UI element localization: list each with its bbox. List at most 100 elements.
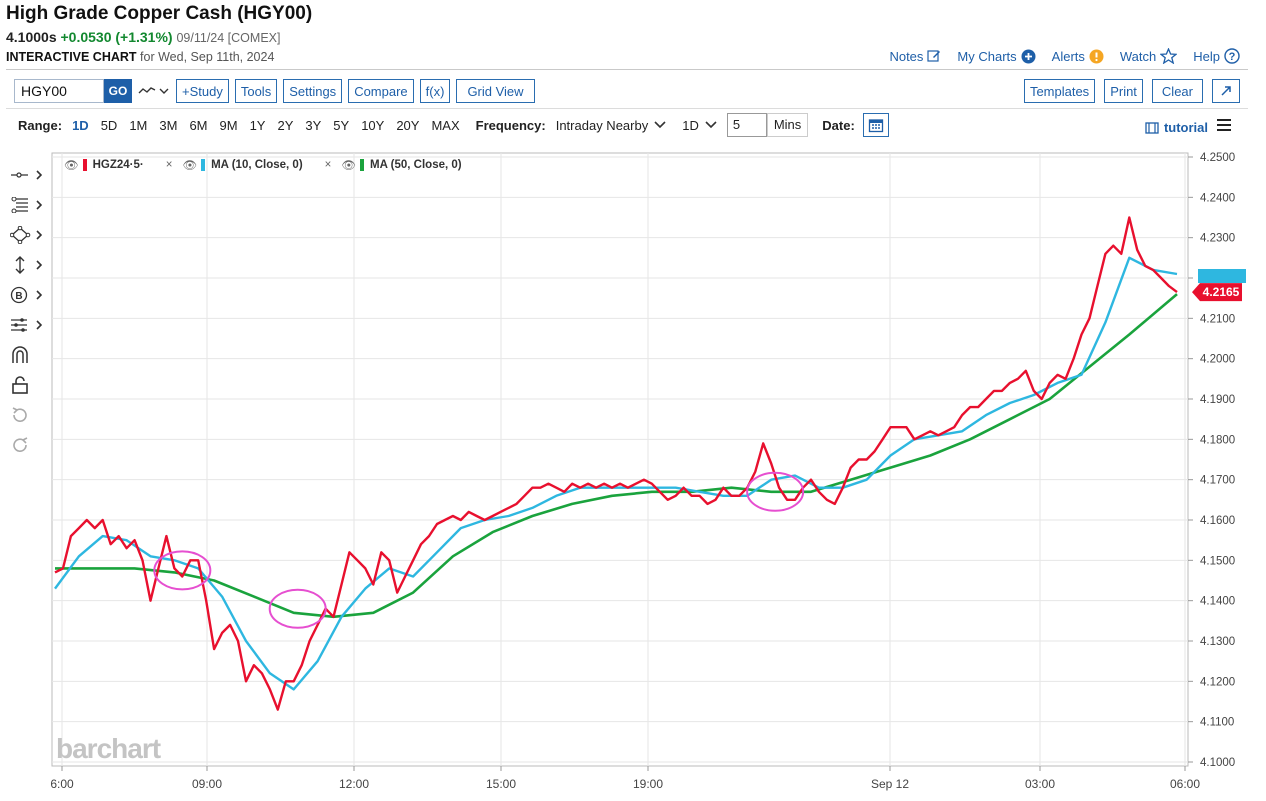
tool-undo[interactable] [10,400,50,430]
mycharts-label: My Charts [957,48,1017,64]
grid-view-button[interactable]: Grid View [456,79,535,103]
settings-button[interactable]: Settings [283,79,343,103]
clear-button[interactable]: Clear [1151,79,1203,103]
y-tick-label: 4.1900 [1200,394,1235,406]
x-tick-label: 15:00 [486,777,516,791]
y-tick-label: 4.1000 [1200,757,1235,769]
line-tool-icon [11,170,42,180]
y-tick-label: 4.1100 [1200,717,1234,729]
star-icon [1160,48,1178,64]
tool-shape[interactable] [10,220,50,250]
x-tick-label: 06:00 [1170,777,1200,791]
range-bar: Range: 1D 5D 1M 3M 6M 9M 1Y 2Y 3Y 5Y 10Y… [18,113,889,137]
tool-line[interactable] [10,160,50,190]
range-6m[interactable]: 6M [189,117,208,133]
x-tick-label: 09:00 [192,777,222,791]
range-20y[interactable]: 20Y [396,117,420,133]
unlock-icon [12,376,28,394]
menu-button[interactable] [1216,118,1232,137]
range-3y[interactable]: 3Y [305,117,322,133]
range-5d[interactable]: 5D [100,117,118,133]
series-line-2 [55,293,1178,619]
print-button[interactable]: Print [1104,79,1143,103]
y-tick-label: 4.1800 [1200,434,1235,446]
eye-icon[interactable]: 👁 [182,160,198,172]
last-price-label: 4.2165 [1203,285,1240,299]
period-select[interactable]: 1D [682,118,717,133]
add-study-button[interactable]: +Study [176,79,229,103]
range-5y[interactable]: 5Y [333,117,350,133]
range-1d[interactable]: 1D [72,117,89,133]
range-1m[interactable]: 1M [129,117,148,133]
close-icon[interactable]: × [324,159,332,171]
main-toolbar: HGY00 GO +Study Tools Settings Compare f… [14,79,541,103]
tool-magnet[interactable] [10,340,50,370]
series-line-0 [54,216,1178,711]
tutorial-label: tutorial [1163,120,1208,135]
y-tick-label: 4.1600 [1200,515,1235,527]
x-tick-label: 03:00 [1025,777,1055,791]
highlight-circle [268,588,327,629]
expand-arrow-icon [1221,86,1231,96]
top-links: Notes My Charts Alerts Watch Help ? [889,48,1240,64]
notes-label: Notes [889,48,924,64]
notes-link[interactable]: Notes [889,49,941,64]
film-icon [1145,121,1159,134]
legend-ma50: MA (50, Close, 0) [370,159,462,171]
templates-button[interactable]: Templates [1023,79,1096,103]
frequency-label: Frequency: [475,117,546,133]
shape-icon [10,226,42,244]
tool-measure[interactable] [10,250,50,280]
tool-settings[interactable] [10,310,50,340]
plot-frame [51,152,1189,767]
x-tick-label: 19:00 [633,777,663,791]
tutorial-link[interactable]: tutorial [1145,120,1208,135]
watch-label: Watch [1119,48,1157,64]
interval-unit: Mins [766,113,809,137]
last-price: 4.1000s [6,29,57,45]
symbol-input[interactable]: HGY00 [14,79,104,103]
frequency-select[interactable]: Intraday Nearby [556,118,667,133]
range-max[interactable]: MAX [431,117,460,133]
interval-input[interactable]: 5 [726,113,767,137]
price-swatch [82,159,87,171]
tool-redo[interactable] [10,430,50,460]
price-quote: 4.1000s +0.0530 (+1.31%) 09/11/24 [COMEX… [6,29,280,45]
chevron-down-icon [654,121,666,129]
mycharts-link[interactable]: My Charts [957,48,1036,64]
tools-button[interactable]: Tools [234,79,278,103]
range-10y[interactable]: 10Y [361,117,385,133]
help-link[interactable]: Help ? [1193,48,1240,64]
chevron-down-icon [705,121,717,129]
pencil-icon [927,50,941,62]
price-chart[interactable]: 4.25004.24004.23004.22004.21004.20004.19… [0,145,1266,801]
compare-button[interactable]: Compare [348,79,414,103]
ma50-swatch [360,159,364,171]
chart-type-dropdown[interactable] [132,79,176,103]
expand-button[interactable] [1212,79,1240,103]
date-picker-button[interactable] [862,113,889,137]
page-title: High Grade Copper Cash (HGY00) [6,3,313,24]
ma10-swatch [201,159,206,171]
go-button[interactable]: GO [104,79,132,103]
x-tick-label: 6:00 [50,777,74,791]
function-button[interactable]: f(x) [419,79,451,103]
eye-icon[interactable]: 👁 [64,160,79,172]
alerts-link[interactable]: Alerts [1052,49,1104,64]
range-3m[interactable]: 3M [159,117,178,133]
y-tick-label: 4.1300 [1200,636,1235,648]
close-icon[interactable]: × [165,159,173,171]
watch-link[interactable]: Watch [1119,48,1178,64]
range-9m[interactable]: 9M [219,117,238,133]
range-1y[interactable]: 1Y [249,117,266,133]
y-tick-label: 4.1700 [1200,475,1235,487]
alerts-label: Alerts [1051,48,1085,64]
range-2y[interactable]: 2Y [277,117,294,133]
tool-marker[interactable]: B [10,280,50,310]
chart-date: for Wed, Sep 11th, 2024 [140,50,275,64]
tool-lock[interactable] [10,370,50,400]
eye-icon[interactable]: 👁 [341,160,356,172]
tool-fib[interactable] [10,190,50,220]
y-tick-label: 4.1200 [1200,676,1235,688]
svg-text:?: ? [1229,51,1236,63]
